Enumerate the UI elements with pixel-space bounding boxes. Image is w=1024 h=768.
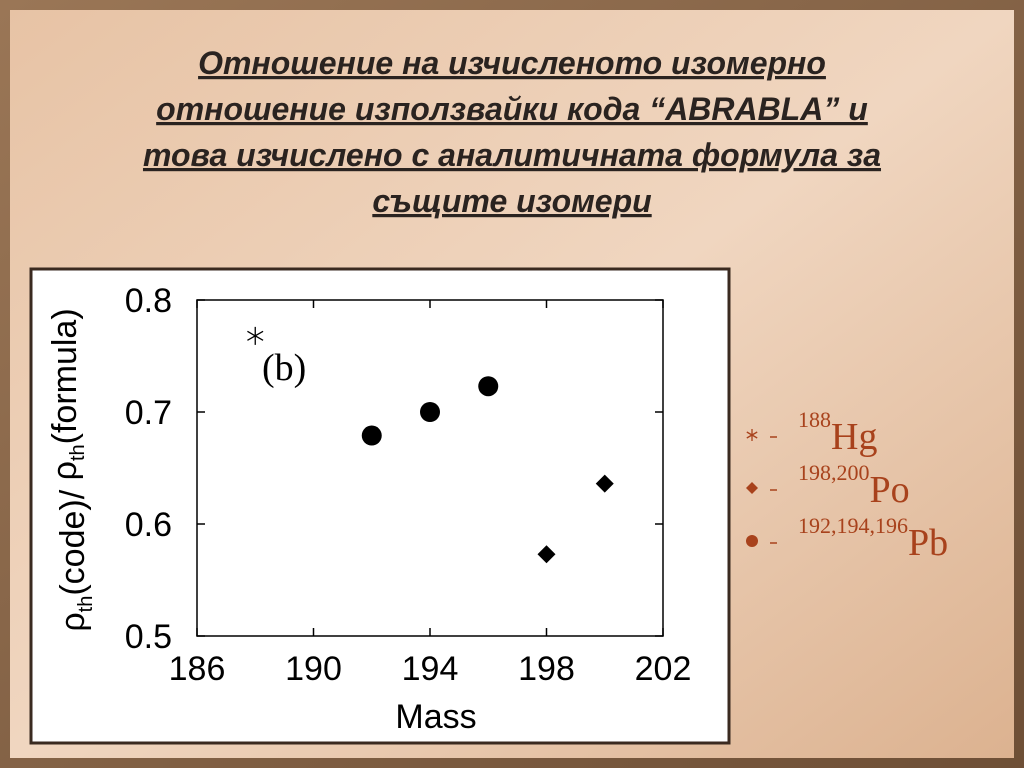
- legend-element: Pb: [908, 522, 948, 564]
- marker: [420, 402, 440, 422]
- legend-marker: [746, 482, 758, 494]
- legend-element: Po: [870, 469, 910, 511]
- y-tick-label: 0.5: [125, 618, 172, 656]
- x-axis-label: Mass: [395, 698, 476, 736]
- x-tick-label: 190: [285, 650, 342, 688]
- x-tick-label: 198: [518, 650, 575, 688]
- y-label-part: (code)/: [54, 480, 92, 595]
- legend-marker: [746, 429, 758, 441]
- y-tick-label: 0.6: [125, 506, 172, 544]
- legend-mass-numbers: 188: [798, 407, 831, 432]
- title-line: отношение използвайки кода “ABRABLA” и: [156, 91, 868, 127]
- marker: [537, 545, 556, 564]
- y-label-part: (formula): [46, 308, 84, 444]
- legend-entry: 188Hg: [798, 407, 877, 458]
- legend-entry: 198,200Po: [798, 460, 910, 511]
- title-line: това изчислено с аналитичната формула за: [143, 137, 881, 173]
- annotation: (b): [262, 347, 306, 389]
- chart-box: [29, 267, 731, 745]
- x-tick-label: 194: [402, 650, 459, 688]
- marker: [595, 474, 614, 493]
- marker: [361, 425, 382, 446]
- y-label-subscript: th: [75, 596, 97, 613]
- legend-mass-numbers: 192,194,196: [798, 513, 908, 538]
- y-axis-label: ρth(code)/ ρth(formula): [46, 308, 97, 631]
- legend-marker: [746, 535, 758, 547]
- x-tick-label: 186: [169, 650, 226, 688]
- y-tick-label: 0.7: [125, 394, 172, 432]
- title-line: същите изомери: [372, 183, 651, 219]
- y-label-part: ρ: [46, 461, 84, 480]
- y-label-subscript: th: [67, 444, 89, 461]
- x-tick-label: 202: [635, 650, 692, 688]
- marker: [478, 376, 499, 397]
- y-label-part: ρ: [54, 612, 92, 631]
- title-line: Отношение на изчисленото изомерно: [198, 45, 826, 81]
- y-tick-label: 0.8: [125, 282, 172, 320]
- legend-mass-numbers: 198,200: [798, 460, 870, 485]
- legend-entry: 192,194,196Pb: [798, 513, 948, 564]
- legend-element: Hg: [831, 416, 877, 458]
- marker: [247, 326, 264, 345]
